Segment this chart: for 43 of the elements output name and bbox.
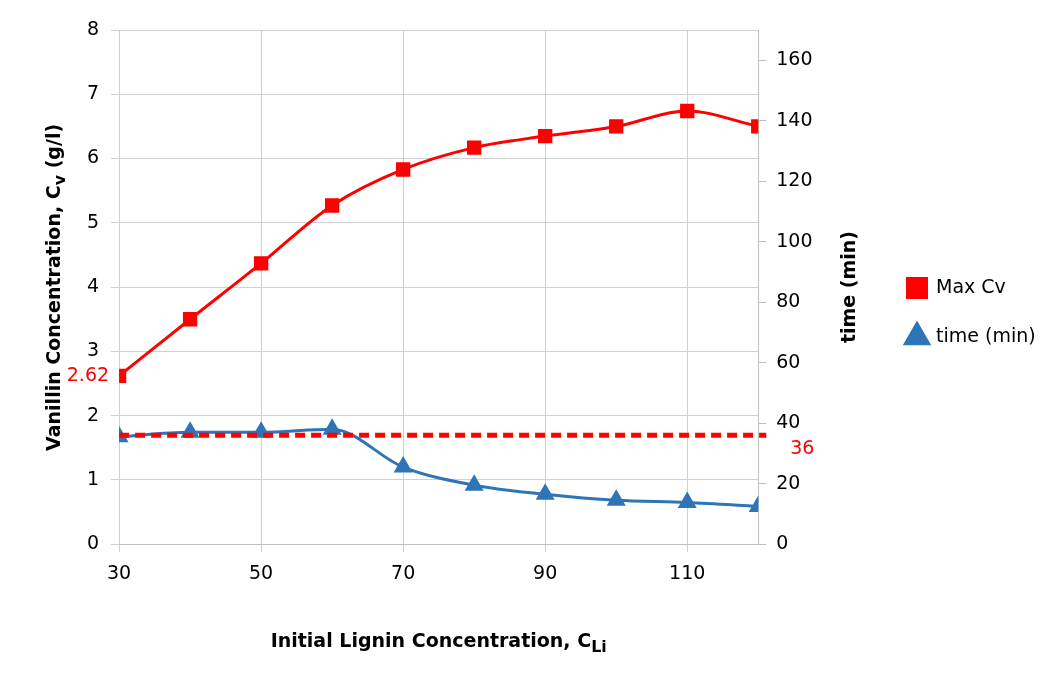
legend-label: time (min): [936, 323, 1036, 346]
point: [465, 475, 483, 491]
y-tick-label: 5: [86, 209, 100, 232]
y-tick-label: 0: [86, 531, 100, 554]
point: [536, 484, 554, 500]
y-tick-label: 3: [86, 338, 100, 361]
annotation: 2.62: [66, 362, 110, 385]
y2-tick-label: 80: [776, 289, 801, 312]
point: [607, 490, 625, 506]
point: [323, 419, 341, 435]
point: [394, 457, 412, 473]
y2-tick-label: 160: [776, 47, 813, 70]
x-tick-label: 110: [669, 560, 706, 583]
y2-tick-label: 0: [776, 531, 789, 554]
y2-tick-label: 120: [776, 168, 813, 191]
point: [182, 312, 198, 327]
ref-line-label: 36: [790, 435, 815, 458]
y-tick-label: 8: [86, 16, 100, 39]
y2-axis-title: time (min): [836, 231, 859, 344]
y-tick-label: 2: [86, 402, 100, 425]
y-tick-label: 7: [86, 81, 100, 104]
x-tick-label: 90: [533, 560, 558, 583]
legend-label: Max Cv: [936, 274, 1006, 297]
point: [467, 140, 482, 155]
point: [680, 103, 695, 119]
x-tick-label: 70: [391, 560, 416, 583]
point: [678, 492, 696, 508]
point: [324, 198, 340, 213]
point: [253, 256, 269, 271]
y-tick-label: 4: [86, 274, 100, 297]
x-tick-label: 30: [106, 560, 132, 583]
point: [538, 128, 553, 144]
point: [396, 162, 411, 177]
y2-tick-label: 20: [776, 470, 801, 493]
y2-tick-label: 140: [776, 107, 813, 130]
y2-tick-label: 60: [776, 349, 801, 372]
x-tick-label: 50: [249, 560, 274, 583]
y2-tick-label: 40: [776, 410, 801, 433]
y2-tick-label: 100: [776, 228, 813, 251]
y-tick-label: 1: [86, 466, 100, 489]
x-axis-title: Initial Lignin Concentration, C$_{Li}$: [270, 629, 607, 656]
y-tick-label: 6: [86, 145, 100, 168]
point: [609, 119, 624, 134]
